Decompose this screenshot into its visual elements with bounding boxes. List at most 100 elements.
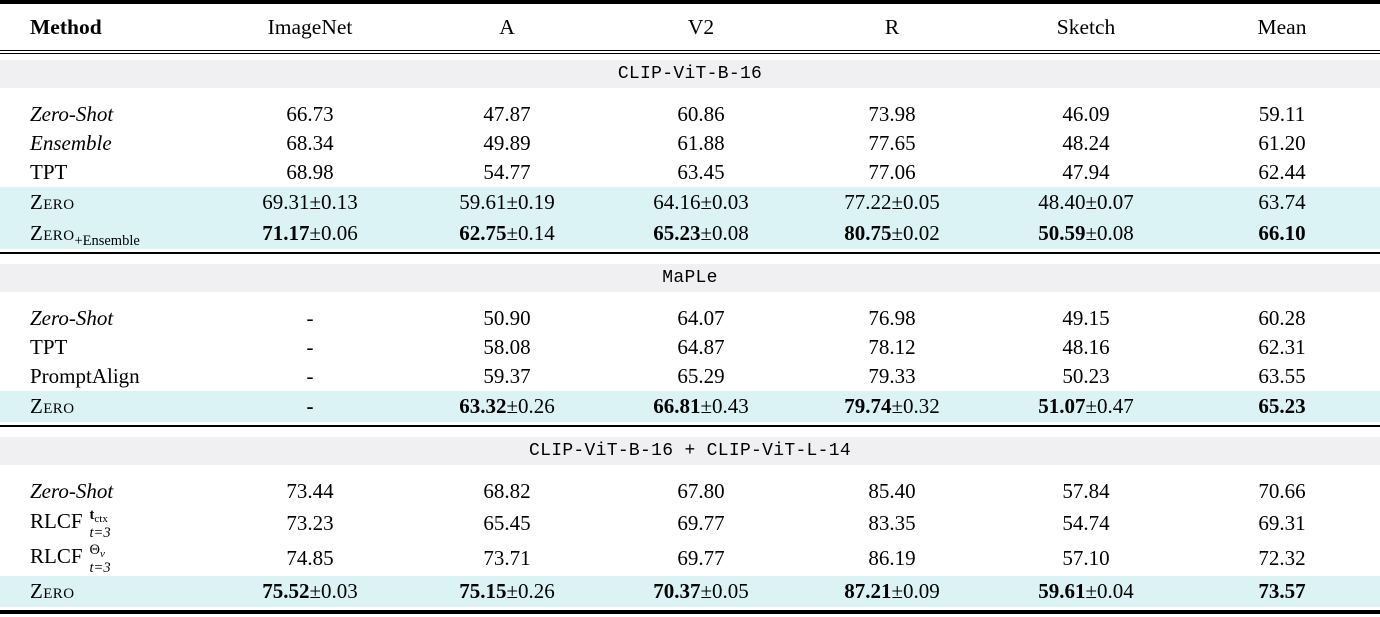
value-cell: 51.07±0.47 — [988, 394, 1184, 419]
cell-value: 73.44 — [286, 479, 334, 503]
cell-value: 68.34 — [286, 131, 334, 155]
cell-value: 63.45 — [677, 160, 725, 184]
method-cell: Zero-Shot — [0, 479, 212, 504]
section-header-clip-vit-b16-plus-l14: CLIP-ViT-B-16 + CLIP-ViT-L-14 — [0, 437, 1380, 465]
value-cell: 48.16 — [988, 335, 1184, 360]
table-row-highlighted: Zero 75.52±0.03 75.15±0.26 70.37±0.05 87… — [0, 576, 1380, 607]
cell-value: 60.28 — [1258, 306, 1306, 330]
cell-value: 63.55 — [1258, 364, 1306, 388]
value-cell: 64.16±0.03 — [606, 190, 796, 215]
value-cell: 65.23±0.08 — [606, 221, 796, 246]
cell-value: 66.81 — [653, 394, 701, 418]
cell-value: 51.07 — [1038, 394, 1086, 418]
cell-value: 74.85 — [286, 546, 334, 570]
method-cell: TPT — [0, 335, 212, 360]
cell-value: 73.23 — [286, 511, 334, 535]
cell-stderr: ±0.14 — [506, 221, 555, 245]
method-cell: Zero-Shot — [0, 306, 212, 331]
value-cell: 87.21±0.09 — [796, 579, 988, 604]
value-cell: 68.98 — [212, 160, 408, 185]
value-cell: 65.45 — [408, 511, 606, 536]
cell-stderr: ±0.08 — [1085, 221, 1134, 245]
table-row-highlighted: Zero 69.31±0.13 59.61±0.19 64.16±0.03 77… — [0, 187, 1380, 218]
col-header-sketch: Sketch — [1056, 14, 1116, 39]
sub-label: t=3 — [89, 559, 111, 576]
value-cell: 83.35 — [796, 511, 988, 536]
table-row: Zero-Shot - 50.90 64.07 76.98 49.15 60.2… — [0, 304, 1380, 333]
method-cell: Zero — [0, 579, 212, 604]
value-cell: 59.61±0.19 — [408, 190, 606, 215]
cell-value: 65.45 — [483, 511, 531, 535]
method-cell: Zero — [0, 394, 212, 419]
cell-stderr: ±0.26 — [506, 579, 555, 603]
value-cell: 50.59±0.08 — [988, 221, 1184, 246]
cell-value: 60.86 — [677, 102, 725, 126]
cell-value: 49.15 — [1062, 306, 1110, 330]
cell-value: 75.52 — [262, 579, 310, 603]
cell-stderr: ±0.07 — [1085, 190, 1134, 214]
value-cell: 77.06 — [796, 160, 988, 185]
method-label: RLCF — [30, 509, 83, 534]
cell-value: - — [306, 394, 314, 418]
cell-value: 68.82 — [483, 479, 531, 503]
value-cell: 63.45 — [606, 160, 796, 185]
cell-value: 62.31 — [1258, 335, 1306, 359]
top-rule — [0, 0, 1380, 4]
cell-stderr: ±0.03 — [700, 190, 749, 214]
value-cell: 60.28 — [1184, 306, 1380, 331]
cell-value: 64.07 — [677, 306, 725, 330]
value-cell: 77.65 — [796, 131, 988, 156]
value-cell: 73.98 — [796, 102, 988, 127]
value-cell: 75.52±0.03 — [212, 579, 408, 604]
method-cell: Zero — [0, 190, 212, 215]
cell-value: 79.74 — [844, 394, 892, 418]
cell-value: 87.21 — [844, 579, 892, 603]
sup-sub: ctx — [94, 513, 108, 526]
value-cell: 57.84 — [988, 479, 1184, 504]
cell-value: 59.61 — [1038, 579, 1086, 603]
cell-value: 77.22 — [844, 190, 892, 214]
sup-main: Θ — [89, 542, 101, 559]
value-cell: 79.33 — [796, 364, 988, 389]
section-title: CLIP-ViT-B-16 — [617, 64, 763, 84]
table-row: Zero-Shot 73.44 68.82 67.80 85.40 57.84 … — [0, 477, 1380, 506]
cell-stderr: ±0.19 — [506, 190, 555, 214]
method-label: PromptAlign — [30, 364, 140, 388]
section-divider-rule — [0, 425, 1380, 427]
table-row: RLCF Θv t=3 74.85 73.71 69.77 86.19 57.10 … — [0, 541, 1380, 576]
cell-value: 63.32 — [459, 394, 507, 418]
cell-stderr: ±0.03 — [309, 579, 358, 603]
cell-value: 77.65 — [868, 131, 916, 155]
cell-value: 79.33 — [868, 364, 916, 388]
value-cell: - — [212, 306, 408, 331]
table-row-highlighted: Zero - 63.32±0.26 66.81±0.43 79.74±0.32 … — [0, 391, 1380, 422]
col-header-a: A — [499, 14, 515, 39]
cell-value: 62.75 — [459, 221, 507, 245]
cell-value: 68.98 — [286, 160, 334, 184]
value-cell: 73.57 — [1184, 579, 1380, 604]
method-cell: Ensemble — [0, 131, 212, 156]
method-cell: PromptAlign — [0, 364, 212, 389]
cell-value: 85.40 — [868, 479, 916, 503]
cell-value: 65.23 — [653, 221, 701, 245]
cell-value: 49.89 — [483, 131, 531, 155]
cell-value: 70.37 — [653, 579, 701, 603]
cell-value: 75.15 — [459, 579, 507, 603]
cell-value: 62.44 — [1258, 160, 1306, 184]
cell-stderr: ±0.04 — [1085, 579, 1134, 603]
cell-value: 73.98 — [868, 102, 916, 126]
col-header-method: Method — [30, 14, 102, 39]
table-row: TPT - 58.08 64.87 78.12 48.16 62.31 — [0, 333, 1380, 362]
cell-value: - — [306, 335, 314, 359]
value-cell: 59.61±0.04 — [988, 579, 1184, 604]
value-cell: 78.12 — [796, 335, 988, 360]
cell-value: 65.29 — [677, 364, 725, 388]
value-cell: 63.74 — [1184, 190, 1380, 215]
value-cell: - — [212, 394, 408, 419]
value-cell: 47.87 — [408, 102, 606, 127]
header-double-rule — [0, 50, 1380, 54]
cell-value: 54.77 — [483, 160, 531, 184]
value-cell: 66.10 — [1184, 221, 1380, 246]
cell-value: 72.32 — [1258, 546, 1306, 570]
